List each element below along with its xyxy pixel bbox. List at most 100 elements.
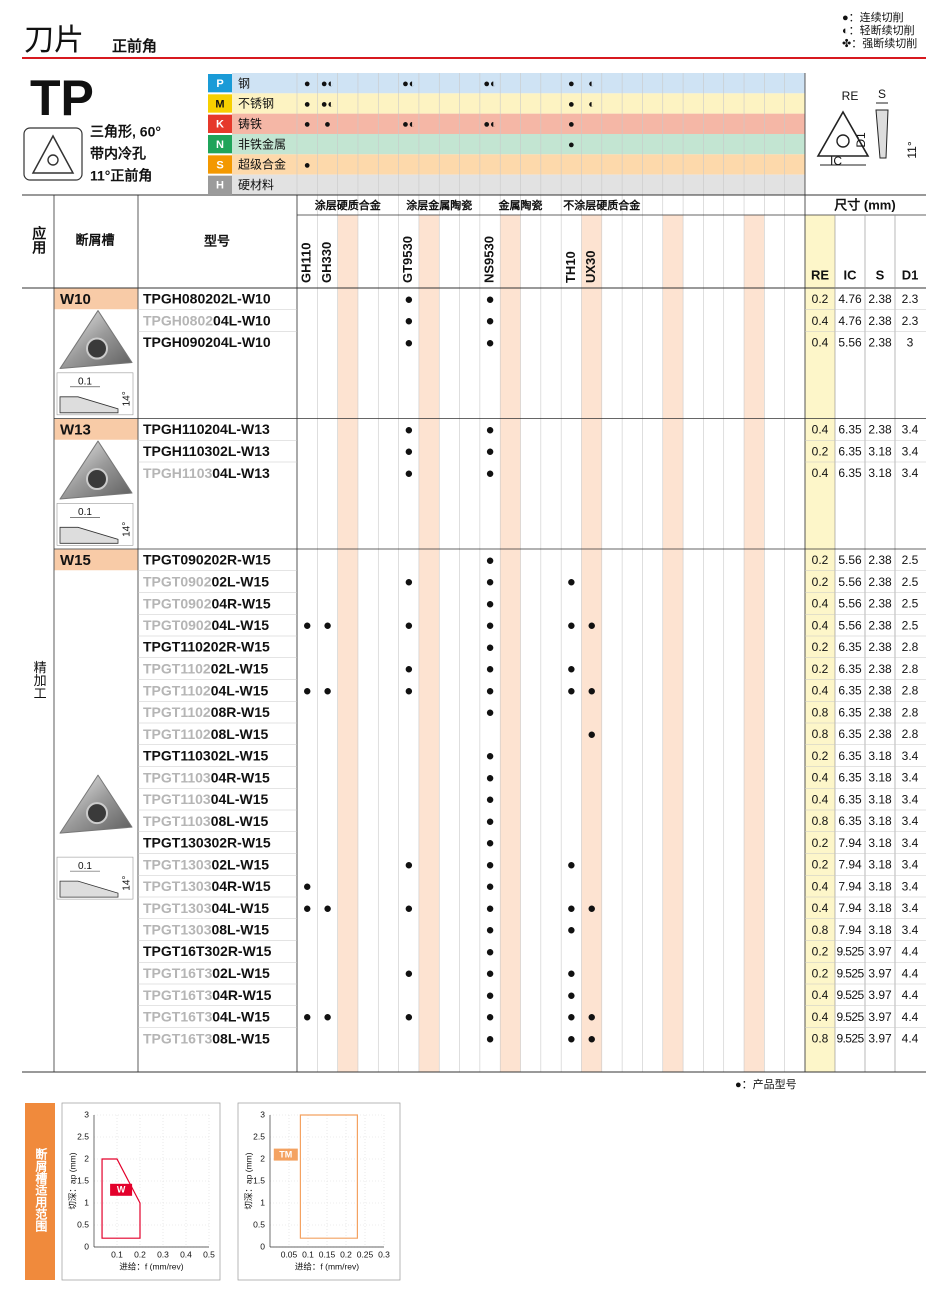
availability-mark: ● (567, 965, 576, 982)
profile-land: 0.1 (78, 861, 92, 872)
availability-mark: ● (587, 1030, 596, 1047)
profile-land: 0.1 (78, 376, 92, 387)
material-row (232, 113, 805, 134)
model-prefix: TPGT1103 (143, 813, 211, 829)
material-code-box (208, 114, 232, 133)
model: TPGT110208L-W15 (143, 726, 268, 742)
dimension: 9.525 (836, 966, 864, 980)
profile-shape (59, 880, 119, 898)
model: TPGT090202L-W15 (143, 573, 269, 589)
availability-mark: ● (404, 661, 413, 678)
profile-shape (59, 526, 119, 544)
diagram-label: D1 (854, 132, 868, 148)
material-code: P (216, 78, 223, 90)
availability-mark: ● (404, 334, 413, 351)
model-prefix: TPGT16T3 (143, 987, 212, 1003)
legend-item: ●：连续切削 (842, 10, 904, 24)
dimension: 0.2 (812, 749, 829, 763)
model-suffix: 08L-W15 (212, 1030, 270, 1046)
column-stripe (662, 215, 684, 1072)
model: TPGH090204L-W10 (143, 334, 271, 350)
x-axis-label: 进给：f (mm/rev) (119, 1261, 183, 1271)
model: TPGH080204L-W10 (143, 312, 271, 328)
model: TPGT16T308L-W15 (143, 1030, 270, 1046)
dimension: 0.2 (812, 662, 829, 676)
dimension: 0.8 (812, 705, 829, 719)
dimension: 3.18 (868, 923, 892, 937)
model-prefix: TPGT1303 (143, 878, 212, 894)
material-row (232, 73, 805, 94)
availability-mark: ● (567, 987, 576, 1004)
dimension: 2.8 (902, 640, 919, 654)
header-chipbreaker: 断屑槽 (75, 232, 114, 247)
grade-name: GT9530 (400, 236, 415, 283)
dimension: 0.8 (812, 814, 829, 828)
availability-mark: ● (486, 313, 495, 330)
chipbreaker-name: W10 (60, 291, 91, 308)
model-suffix: 08L-W15 (211, 726, 269, 742)
y-tick-label: 1 (84, 1197, 89, 1207)
y-tick-label: 0 (260, 1241, 265, 1251)
dimension: 3.4 (902, 836, 919, 850)
material-mark: ● (568, 119, 575, 131)
diagram-label: S (878, 87, 886, 101)
dimension: 3.18 (868, 749, 892, 763)
availability-mark: ● (486, 943, 495, 960)
dimension: 7.94 (838, 901, 862, 915)
profile-angle: 14° (122, 876, 133, 891)
chart-frame (237, 1102, 401, 1281)
model-suffix: 04R-W15 (211, 595, 270, 611)
availability-mark: ● (567, 922, 576, 939)
y-tick-label: 0.5 (253, 1219, 265, 1229)
model: TPGT130304L-W15 (143, 900, 269, 916)
availability-mark: ● (486, 595, 495, 612)
model-suffix: 08R-W15 (211, 704, 270, 720)
model-suffix: 08L-W15 (211, 921, 269, 937)
availability-mark: ● (486, 443, 495, 460)
dimension: 0.4 (812, 684, 829, 698)
availability-mark: ● (567, 574, 576, 591)
model-prefix: TPGT0902 (143, 573, 212, 589)
y-tick-label: 2 (260, 1153, 265, 1163)
dimension: 0.2 (812, 836, 829, 850)
material-mark: ◐ (588, 98, 595, 110)
grade-name: TH10 (563, 251, 578, 283)
header-model: 型号 (204, 233, 230, 248)
dimension: 2.38 (868, 662, 892, 676)
profile-angle: 14° (122, 391, 133, 406)
insert-code: TP (30, 70, 94, 126)
model: TPGT110208R-W15 (143, 704, 270, 720)
dimension: 0.8 (812, 727, 829, 741)
x-tick-label: 0.05 (281, 1249, 298, 1259)
region-label: W (117, 1185, 126, 1195)
y-tick-label: 2.5 (253, 1131, 265, 1141)
column-stripe (337, 215, 358, 1072)
availability-mark: ● (404, 682, 413, 699)
diagram-insert (816, 110, 870, 157)
dimension: 2.38 (868, 705, 892, 719)
dimension: 2.38 (868, 575, 892, 589)
dimension: 2.38 (868, 292, 892, 306)
availability-mark: ● (404, 291, 413, 308)
material-code: M (215, 98, 224, 110)
x-tick-label: 0.3 (378, 1249, 390, 1259)
x-tick-label: 0.25 (357, 1249, 374, 1259)
dimension: 4.4 (902, 1032, 919, 1046)
availability-mark: ● (303, 682, 312, 699)
availability-mark: ● (486, 922, 495, 939)
dimension: 4.4 (902, 966, 919, 980)
dimension: 7.94 (838, 879, 862, 893)
availability-mark: ● (486, 704, 495, 721)
availability-mark: ● (323, 900, 332, 917)
dimension: 6.35 (838, 727, 862, 741)
model-suffix: 02L-W15 (211, 573, 269, 589)
availability-mark: ● (567, 1030, 576, 1047)
model-prefix: TPGT0902 (143, 617, 212, 633)
y-tick-label: 1 (260, 1197, 265, 1207)
model-suffix: 04L-W10 (213, 312, 271, 328)
model: TPGT110204L-W15 (143, 682, 268, 698)
header-dimensions: 尺寸 (mm) (834, 197, 895, 212)
availability-mark: ● (404, 900, 413, 917)
header-application: 应用 (31, 225, 47, 255)
